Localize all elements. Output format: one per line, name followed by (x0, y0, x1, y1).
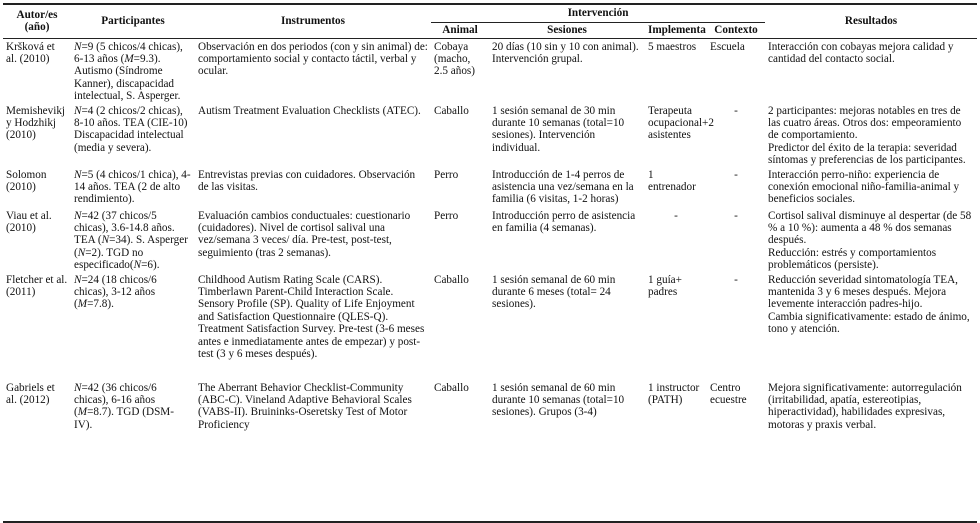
participantes-segment: N (101, 234, 110, 247)
cell-resultados: Mejora significativamente: autorregulaci… (765, 379, 978, 523)
cell-contexto: Escuela (710, 40, 745, 53)
participantes-segment: =9.3). Autismo (Síndrome Kanner), discap… (74, 52, 181, 103)
cell-autor: Gabriels et al. (2012) (3, 379, 71, 523)
resultado-paragraph: Reducción severidad sintomatología TEA, … (768, 273, 958, 311)
cell-sesiones: Introducción de 1-4 perros de asistencia… (492, 168, 634, 206)
cell-resultados: Reducción severidad sintomatología TEA, … (765, 272, 977, 380)
participantes-segment: N (74, 273, 82, 286)
cell-sesiones: 20 días (10 sin y 10 con animal). Interv… (492, 40, 639, 65)
cell-animal: Cobaya (macho, 2.5 años) (434, 40, 476, 78)
participantes-segment: N (74, 168, 82, 181)
header-implementa: Implementa (645, 21, 707, 39)
resultado-paragraph: Reducción: estrés y comportamientos prob… (768, 246, 937, 272)
cell-implementa: Terapeuta ocupacional+2 asistentes (648, 104, 714, 142)
participantes-segment: =2). TGD no especificado( (74, 246, 144, 272)
participantes-segment: N (74, 209, 82, 222)
cell-implementa: 1 entrenador (648, 168, 696, 193)
table-row: Viau et al. (2010) N=42 (37 chicos/5 chic… (3, 208, 977, 272)
cell-resultados: Interacción perro-niño: experiencia de c… (765, 167, 977, 208)
cell-sesiones: 1 sesión semanal de 60 min durante 10 se… (489, 379, 645, 523)
cell-participantes: N=5 (4 chicos/1 chica), 4-14 años. TEA (… (71, 167, 195, 208)
header-autor: Autor/es (año) (3, 3, 71, 39)
resultado-paragraph: 2 participantes: mejoras notables en tre… (768, 104, 962, 142)
participantes-segment: =4 (2 chicos/2 chicas), 8-10 años. TEA (… (74, 104, 188, 154)
cell-animal: Caballo (434, 104, 469, 117)
cell-implementa: 5 maestros (648, 40, 697, 53)
header-intervencion: Intervención (431, 3, 766, 22)
resultado-paragraph: Cambia significativamente: estado de áni… (768, 310, 970, 336)
table-row: Memishevikj y Hodzhikj (2010) N=4 (2 chic… (3, 103, 977, 167)
cell-autor: Solomon (2010) (6, 168, 47, 193)
cell-implementa: 1 instructor (PATH) (645, 379, 707, 523)
cell-resultados: 2 participantes: mejoras notables en tre… (765, 103, 977, 167)
cell-animal: Perro (434, 168, 459, 181)
cell-sesiones: 1 sesión semanal de 60 min durante 6 mes… (492, 273, 616, 311)
cell-participantes: N=42 (37 chicos/5 chicas), 3.6-14.8 años… (71, 208, 195, 272)
participantes-segment: N (133, 259, 142, 272)
cell-autor: Memishevikj y Hodzhikj (2010) (6, 104, 66, 142)
cell-autor: Viau et al. (2010) (6, 209, 52, 234)
cell-contexto: - (734, 209, 738, 222)
header-instrumentos: Instrumentos (195, 3, 431, 39)
cell-autor: Fletcher et al. (2011) (6, 273, 68, 298)
participantes-segment: =9 (5 chicos/4 chicas), 6-13 años ( (74, 40, 183, 65)
table-row: Gabriels et al. (2012) N=42 (36 chicos/6 … (3, 379, 978, 523)
cell-animal: Perro (434, 209, 459, 222)
cell-resultados: Interacción con cobayas mejora calidad y… (765, 38, 977, 103)
cell-implementa: - (674, 209, 678, 222)
cell-implementa: 1 guía+ padres (648, 273, 682, 298)
header-animal: Animal (431, 21, 489, 39)
cell-instrumentos: Evaluación cambios conductuales: cuestio… (198, 209, 411, 259)
participantes-segment: =5 (4 chicos/1 chica), 4-14 años. TEA (2… (74, 168, 191, 206)
cell-instrumentos: Observación en dos periodos (con y sin a… (198, 40, 428, 78)
header-sesiones: Sesiones (489, 21, 645, 39)
cell-instrumentos: Autism Treatment Evaluation Checklists (… (198, 104, 421, 117)
cell-sesiones: 1 sesión semanal de 30 min durante 10 se… (492, 104, 625, 154)
participantes-segment: =7.8). (87, 298, 114, 311)
studies-table: Autor/es (año) Participantes Instrumento… (3, 3, 978, 523)
participantes-segment: =42 (37 chicos/5 chicas), 3.6-14.8 años.… (74, 209, 175, 247)
table-row: Fletcher et al. (2011) N=24 (18 chicos/6 … (3, 272, 977, 380)
participantes-segment: N (77, 246, 86, 259)
table-row: Kršková et al. (2010) N=9 (5 chicos/4 chi… (3, 38, 977, 103)
header-contexto: Contexto (707, 21, 766, 39)
participantes-segment: =34). S. Asperger ( (74, 234, 188, 259)
resultado-paragraph: Interacción con cobayas mejora calidad y… (768, 40, 954, 65)
cell-participantes: N=42 (36 chicos/6 chicas), 6-16 años (M=… (71, 379, 195, 523)
resultado-paragraph: Cortisol salival disminuye al despertar … (768, 209, 972, 247)
cell-participantes: N=9 (5 chicos/4 chicas), 6-13 años (M=9.… (71, 38, 195, 103)
participantes-segment: M (124, 52, 134, 65)
header-resultados: Resultados (765, 3, 978, 39)
participantes-segment: =8.7). TGD (DSM-IV). (74, 406, 174, 431)
cell-contexto: - (734, 104, 738, 117)
cell-instrumentos: Entrevistas previas con cuidadores. Obse… (198, 168, 416, 193)
resultado-paragraph: Interacción perro-niño: experiencia de c… (768, 168, 960, 206)
cell-instrumentos: Childhood Autism Rating Scale (CARS). Ti… (198, 273, 425, 361)
cell-instrumentos: The Aberrant Behavior Checklist-Communit… (195, 379, 431, 523)
cell-animal: Caballo (434, 273, 469, 286)
participantes-segment: M (77, 406, 88, 419)
participantes-segment: M (77, 298, 88, 311)
cell-animal: Caballo (431, 379, 489, 523)
cell-autor: Kršková et al. (2010) (6, 40, 55, 65)
participantes-segment: =24 (18 chicos/6 chicas), 3-12 años ( (74, 273, 157, 311)
header-participantes: Participantes (71, 3, 195, 39)
resultado-paragraph: Predictor del éxito de la terapia: sever… (768, 141, 966, 167)
cell-contexto: - (734, 168, 738, 181)
table-row: Solomon (2010) N=5 (4 chicos/1 chica), 4-… (3, 167, 977, 208)
participantes-segment: N (74, 40, 82, 53)
resultado-paragraph: Mejora significativamente: autorregulaci… (768, 381, 962, 431)
cell-sesiones: Introducción perro de asistencia en fami… (492, 209, 636, 234)
cell-contexto: Centro ecuestre (707, 379, 766, 523)
cell-participantes: N=4 (2 chicos/2 chicas), 8-10 años. TEA … (71, 103, 195, 167)
cell-participantes: N=24 (18 chicos/6 chicas), 3-12 años (M=… (71, 272, 195, 380)
participantes-segment: =42 (36 chicos/6 chicas), 6-16 años ( (74, 381, 157, 419)
cell-contexto: - (734, 273, 738, 286)
participantes-segment: N (74, 381, 82, 394)
cell-resultados: Cortisol salival disminuye al despertar … (765, 208, 977, 272)
participantes-segment: =6). (141, 259, 160, 272)
participantes-segment: N (74, 104, 82, 117)
